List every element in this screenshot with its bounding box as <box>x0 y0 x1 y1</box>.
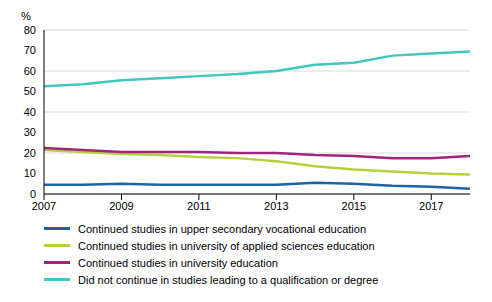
svg-text:20: 20 <box>24 147 36 159</box>
svg-text:10: 10 <box>24 167 36 179</box>
svg-text:2007: 2007 <box>32 200 56 212</box>
svg-text:2013: 2013 <box>264 200 288 212</box>
svg-text:2015: 2015 <box>342 200 366 212</box>
svg-text:60: 60 <box>24 65 36 77</box>
svg-text:80: 80 <box>24 24 36 36</box>
html-text:Continued studies in universit: Continued studies in university of appli… <box>78 239 375 252</box>
svg-text:40: 40 <box>24 106 36 118</box>
svg-text:2017: 2017 <box>419 200 443 212</box>
svg-text:2009: 2009 <box>109 200 133 212</box>
svg-text:70: 70 <box>24 44 36 56</box>
svg-text:0: 0 <box>30 188 36 200</box>
svg-text:50: 50 <box>24 85 36 97</box>
html-text:Continued studies in universit: Continued studies in university educatio… <box>78 256 278 269</box>
html-text:Continued studies in upper sec: Continued studies in upper secondary voc… <box>78 222 366 235</box>
svg-text:30: 30 <box>24 126 36 138</box>
html-text:Did not continue in studies le: Did not continue in studies leading to a… <box>78 273 379 286</box>
svg-text:%: % <box>21 10 31 22</box>
svg-text:2011: 2011 <box>187 200 211 212</box>
